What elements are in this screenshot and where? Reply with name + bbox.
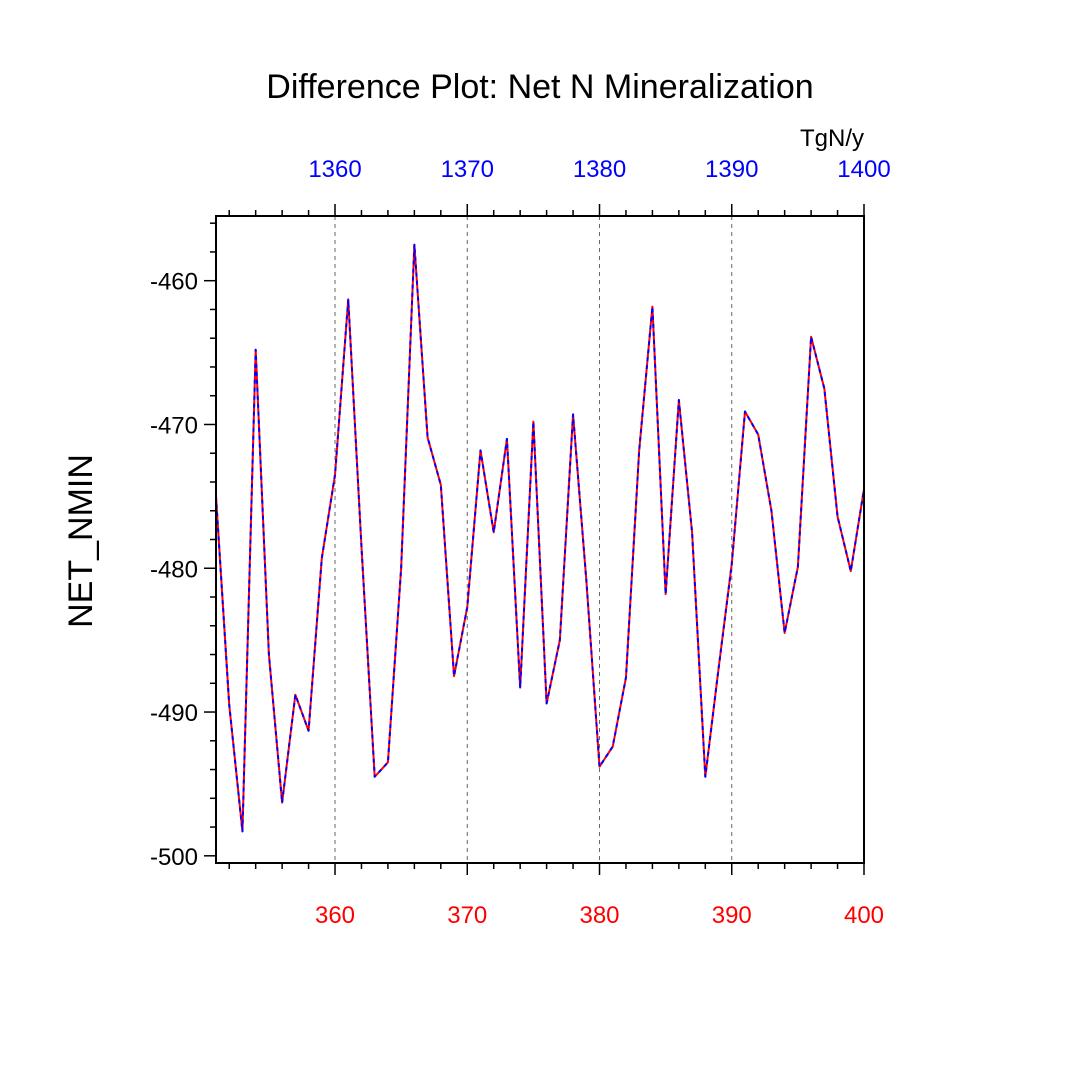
plot-frame xyxy=(215,215,865,864)
series-line-blue-dashed xyxy=(215,243,865,833)
chart-title: Difference Plot: Net N Mineralization xyxy=(266,68,813,106)
units-label: TgN/y xyxy=(800,125,864,152)
y-axis-label: NET_NMIN xyxy=(62,454,100,628)
y-tick-label: -480 xyxy=(150,556,198,583)
x-top-tick-label: 1380 xyxy=(573,156,626,183)
y-tick-label: -500 xyxy=(150,844,198,871)
x-top-tick-label: 1360 xyxy=(308,156,361,183)
x-bottom-tick-label: 370 xyxy=(447,902,487,929)
y-tick-label: -490 xyxy=(150,700,198,727)
series-lines xyxy=(215,243,865,833)
x-bottom-tick-label: 390 xyxy=(712,902,752,929)
y-tick-label: -470 xyxy=(150,412,198,439)
x-top-tick-label: 1370 xyxy=(441,156,494,183)
x-bottom-tick-label: 360 xyxy=(315,902,355,929)
x-top-tick-label: 1390 xyxy=(705,156,758,183)
tick-labels: -460 -470 -480 -490 -500 360 370 380 390 400 1360 1… xyxy=(150,156,891,929)
y-tick-label: -460 xyxy=(150,269,198,296)
gridlines xyxy=(334,216,733,863)
x-bottom-tick-label: 400 xyxy=(844,902,884,929)
x-bottom-tick-label: 380 xyxy=(579,902,619,929)
axes xyxy=(204,204,865,875)
series-line-red-solid xyxy=(215,243,865,833)
x-top-tick-label: 1400 xyxy=(837,156,890,183)
